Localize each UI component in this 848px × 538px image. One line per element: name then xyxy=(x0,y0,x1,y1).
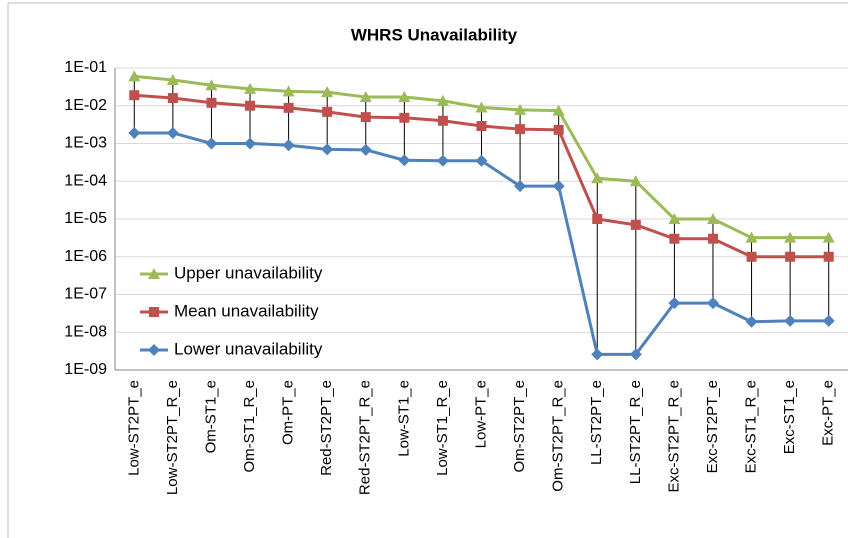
marker xyxy=(321,86,334,98)
marker xyxy=(552,104,565,116)
marker xyxy=(706,213,719,224)
marker xyxy=(668,297,681,310)
chart-title: WHRS Unavailability xyxy=(351,25,518,44)
y-tick-label: 1E-06 xyxy=(64,248,107,265)
marker xyxy=(322,106,333,117)
marker xyxy=(475,154,488,167)
marker xyxy=(591,348,604,361)
x-tick-label: Om-ST2PT_R_e xyxy=(550,380,567,492)
marker xyxy=(784,314,797,327)
chart-frame xyxy=(7,2,848,538)
marker xyxy=(746,251,757,262)
marker xyxy=(552,180,565,193)
marker xyxy=(282,85,295,97)
marker xyxy=(476,121,487,132)
marker xyxy=(822,231,835,243)
marker xyxy=(399,112,410,123)
y-tick-label: 1E-08 xyxy=(64,323,107,340)
marker xyxy=(822,314,835,327)
marker xyxy=(707,233,718,244)
marker xyxy=(148,268,160,279)
marker xyxy=(514,180,527,193)
marker xyxy=(437,115,448,126)
x-tick-label: Low-PT_e xyxy=(472,380,489,448)
x-tick-label: Exc-ST2PT_e xyxy=(704,380,721,473)
marker xyxy=(823,251,834,262)
x-tick-label: Red-ST2PT_R_e xyxy=(357,380,374,495)
marker xyxy=(398,154,411,167)
legend-label: Upper unavailability xyxy=(174,263,323,282)
x-tick-label: Exc-PT_e xyxy=(820,380,837,446)
marker xyxy=(669,233,680,244)
y-tick-label: 1E-09 xyxy=(64,361,107,378)
x-tick-label: Om-ST1_R_e xyxy=(241,380,258,473)
x-tick-label: Low-ST2PT_R_e xyxy=(164,380,181,495)
x-tick-label: Om-ST1_e xyxy=(202,380,219,453)
marker xyxy=(475,101,488,113)
marker xyxy=(629,348,642,361)
marker xyxy=(205,137,218,150)
x-tick-label: Exc-ST1_e xyxy=(781,380,798,454)
legend-label: Mean unavailability xyxy=(174,301,319,320)
x-tick-label: LL-ST2PT_e xyxy=(588,380,605,465)
marker xyxy=(206,97,217,108)
marker xyxy=(515,124,526,135)
marker xyxy=(398,91,411,103)
x-tick-label: Red-ST2PT_e xyxy=(318,380,335,476)
marker xyxy=(591,172,604,184)
marker xyxy=(785,251,796,262)
marker xyxy=(166,74,179,86)
marker xyxy=(282,139,295,152)
marker xyxy=(359,91,372,103)
marker xyxy=(629,175,642,187)
x-tick-label: LL-ST2PT_R_e xyxy=(627,380,644,484)
marker xyxy=(128,126,141,139)
marker xyxy=(244,137,257,150)
marker xyxy=(283,102,294,113)
y-tick-label: 1E-07 xyxy=(64,286,107,303)
y-tick-label: 1E-01 xyxy=(64,59,107,76)
marker xyxy=(745,231,758,243)
y-tick-label: 1E-04 xyxy=(64,172,107,189)
marker xyxy=(668,213,681,224)
marker xyxy=(436,154,449,167)
x-tick-label: Exc-ST1_R_e xyxy=(743,380,760,473)
x-tick-label: Exc-ST2PT_R_e xyxy=(665,380,682,493)
marker xyxy=(592,214,603,224)
marker xyxy=(148,344,160,356)
marker xyxy=(360,112,371,123)
marker xyxy=(436,94,449,106)
marker xyxy=(359,143,372,156)
x-tick-label: Low-ST1_R_e xyxy=(434,380,451,476)
marker xyxy=(630,219,641,230)
x-tick-label: Low-ST2PT_e xyxy=(125,380,142,476)
marker xyxy=(784,231,797,243)
marker xyxy=(149,307,159,317)
y-tick-label: 1E-03 xyxy=(64,135,107,152)
marker xyxy=(128,70,141,82)
marker xyxy=(321,143,334,156)
marker xyxy=(514,103,527,115)
y-tick-label: 1E-02 xyxy=(64,97,107,114)
marker xyxy=(245,100,256,111)
marker xyxy=(167,93,178,104)
marker xyxy=(205,79,218,91)
x-tick-label: Om-PT_e xyxy=(280,380,297,445)
x-tick-label: Low-ST1_e xyxy=(395,380,412,457)
marker xyxy=(745,315,758,328)
marker xyxy=(129,90,140,101)
legend-label: Lower unavailability xyxy=(174,339,323,358)
y-tick-label: 1E-05 xyxy=(64,210,107,227)
marker xyxy=(706,297,719,310)
marker xyxy=(166,126,179,139)
marker xyxy=(553,124,564,135)
x-tick-label: Om-ST2PT_e xyxy=(511,380,528,473)
marker xyxy=(244,82,257,94)
